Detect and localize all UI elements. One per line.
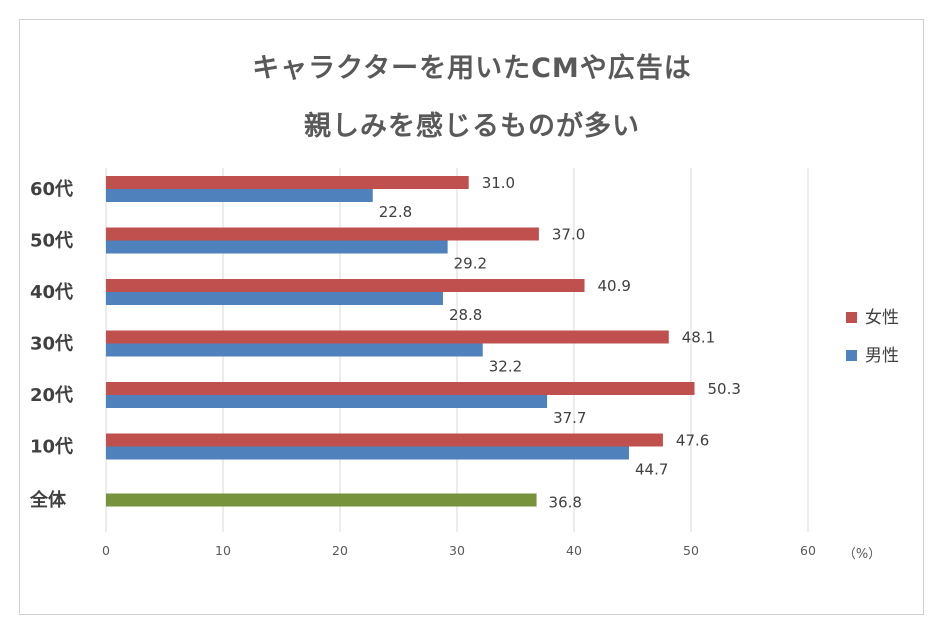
bar-男性-20代 — [106, 395, 548, 408]
legend-swatch-女性 — [846, 312, 857, 323]
category-label: 50代 — [30, 231, 73, 252]
x-tick-label: 10 — [215, 543, 231, 558]
legend-label: 女性 — [865, 308, 899, 328]
bar-男性-10代 — [106, 446, 629, 460]
data-label: 40.9 — [598, 277, 631, 295]
bar-女性-10代 — [106, 433, 663, 447]
bar-男性-60代 — [106, 189, 373, 202]
legend-swatch-男性 — [846, 350, 857, 361]
x-axis-unit-label: （%） — [843, 547, 881, 562]
chart-title-line-1: キャラクターを用いたCMや広告は — [252, 53, 692, 84]
bars — [106, 176, 695, 507]
category-label: 40代 — [30, 282, 73, 303]
bar-男性-30代 — [106, 343, 483, 357]
category-label: 30代 — [30, 334, 73, 355]
bar-女性-60代 — [106, 176, 469, 189]
x-tick-label: 50 — [683, 543, 699, 558]
bar-男性-40代 — [106, 292, 443, 305]
bar-女性-20代 — [106, 382, 695, 395]
data-label: 44.7 — [635, 461, 668, 479]
data-label: 48.1 — [682, 329, 715, 347]
category-label: 全体 — [29, 489, 67, 511]
x-tick-label: 0 — [102, 543, 110, 558]
x-tick-label: 30 — [449, 543, 465, 558]
bar-女性-50代 — [106, 227, 539, 241]
data-label: 50.3 — [708, 380, 741, 398]
legend-label: 男性 — [865, 346, 899, 366]
data-label: 37.7 — [553, 409, 586, 427]
bar-女性-30代 — [106, 330, 669, 344]
x-tick-label: 40 — [566, 543, 582, 558]
category-label: 10代 — [30, 437, 73, 458]
x-tick-label: 20 — [332, 543, 348, 558]
data-label: 37.0 — [552, 226, 585, 244]
data-label: 36.8 — [549, 494, 582, 512]
category-label: 60代 — [30, 179, 73, 200]
bar-男性-50代 — [106, 240, 448, 254]
chart-frame — [19, 19, 924, 615]
data-label: 47.6 — [676, 432, 709, 450]
bar-女性-40代 — [106, 279, 585, 292]
category-label: 20代 — [30, 385, 73, 406]
x-tick-label: 60 — [800, 543, 816, 558]
data-label: 28.8 — [449, 306, 482, 324]
labels: 0 10 20 30 40 50 60 （%） 31.0 22.8 60代 37.0 29.2 50代 40… — [29, 174, 881, 562]
data-label: 31.0 — [482, 174, 515, 192]
data-label: 22.8 — [379, 203, 412, 221]
bar-total-全体 — [106, 493, 537, 507]
chart-title-line-2: 親しみを感じるものが多い — [304, 111, 640, 142]
data-label: 32.2 — [489, 358, 522, 376]
data-label: 29.2 — [454, 255, 487, 273]
